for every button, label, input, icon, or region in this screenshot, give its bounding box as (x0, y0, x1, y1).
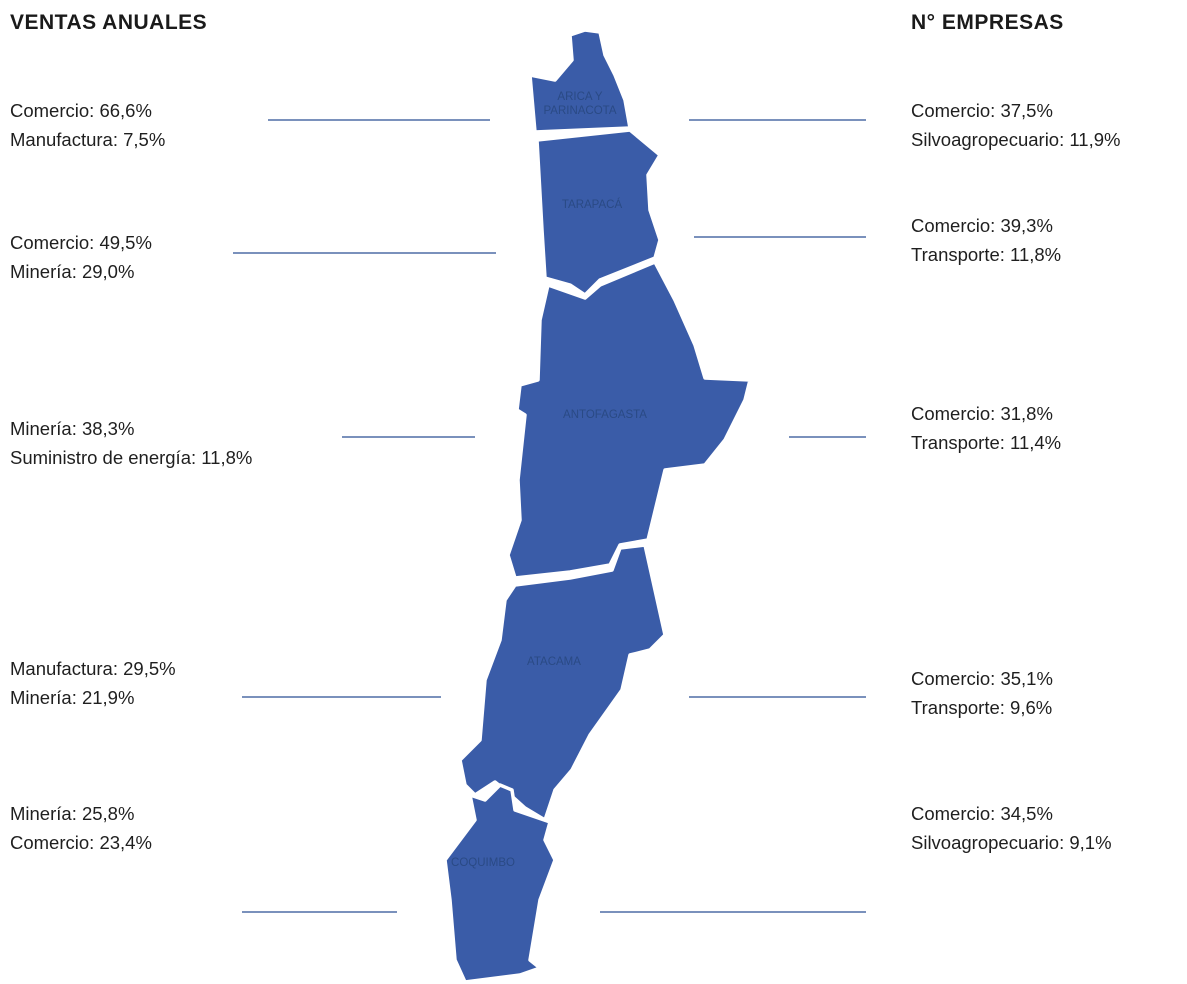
region-label: ANTOFAGASTA (563, 409, 647, 421)
connectors (233, 119, 866, 913)
companies-text: Transporte: 9,6% (911, 697, 1052, 718)
sales-text: Minería: 21,9% (10, 687, 134, 708)
region-shape (535, 128, 662, 297)
sales-text: Comercio: 66,6% (10, 100, 152, 121)
map (443, 28, 752, 984)
sales-text: Minería: 38,3% (10, 418, 134, 439)
companies-text: Silvoagropecuario: 11,9% (911, 129, 1120, 150)
region-label: ATACAMA (527, 656, 581, 668)
companies-text: Comercio: 31,8% (911, 403, 1053, 424)
companies-text: Transporte: 11,4% (911, 432, 1061, 453)
sales-text: Comercio: 23,4% (10, 832, 152, 853)
companies-text: Comercio: 37,5% (911, 100, 1053, 121)
companies-text: Comercio: 35,1% (911, 668, 1053, 689)
region-label: PARINACOTA (543, 105, 616, 117)
sales-text: Minería: 25,8% (10, 803, 134, 824)
sales-text: Manufactura: 29,5% (10, 658, 176, 679)
companies-text: Comercio: 39,3% (911, 215, 1053, 236)
region-shape (458, 543, 667, 822)
header-left: VENTAS ANUALES (10, 11, 207, 34)
header-right: N° EMPRESAS (911, 11, 1064, 34)
region-label: COQUIMBO (451, 857, 515, 869)
sales-text: Manufactura: 7,5% (10, 129, 165, 150)
region-shape (506, 260, 752, 580)
companies-text: Comercio: 34,5% (911, 803, 1053, 824)
region-label: TARAPACÁ (562, 198, 623, 211)
sales-text: Suministro de energía: 11,8% (10, 447, 252, 468)
region-label: ARICA Y (557, 91, 602, 103)
companies-text: Transporte: 11,8% (911, 244, 1061, 265)
region-shape (443, 783, 557, 984)
companies-text: Silvoagropecuario: 9,1% (911, 832, 1112, 853)
sales-text: Minería: 29,0% (10, 261, 134, 282)
region-shape (528, 28, 632, 134)
sales-text: Comercio: 49,5% (10, 232, 152, 253)
